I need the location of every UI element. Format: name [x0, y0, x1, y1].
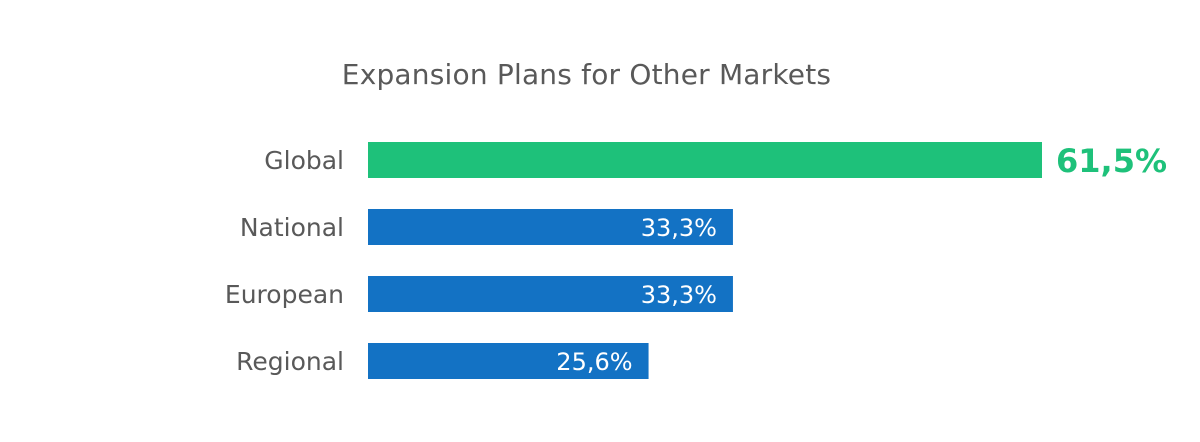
- category-label-global: Global: [264, 146, 344, 175]
- category-label-national: National: [240, 213, 344, 242]
- bar-regional: [368, 343, 649, 379]
- bar-european: [368, 276, 733, 312]
- category-label-regional: Regional: [236, 347, 344, 376]
- value-label-national: 33,3%: [641, 214, 717, 242]
- category-label-european: European: [225, 280, 344, 309]
- value-label-european: 33,3%: [641, 281, 717, 309]
- value-label-regional: 25,6%: [556, 348, 632, 376]
- bar-national: [368, 209, 733, 245]
- bar-global: [368, 142, 1042, 178]
- chart-title: Expansion Plans for Other Markets: [341, 58, 832, 91]
- value-label-global: 61,5%: [1056, 142, 1167, 180]
